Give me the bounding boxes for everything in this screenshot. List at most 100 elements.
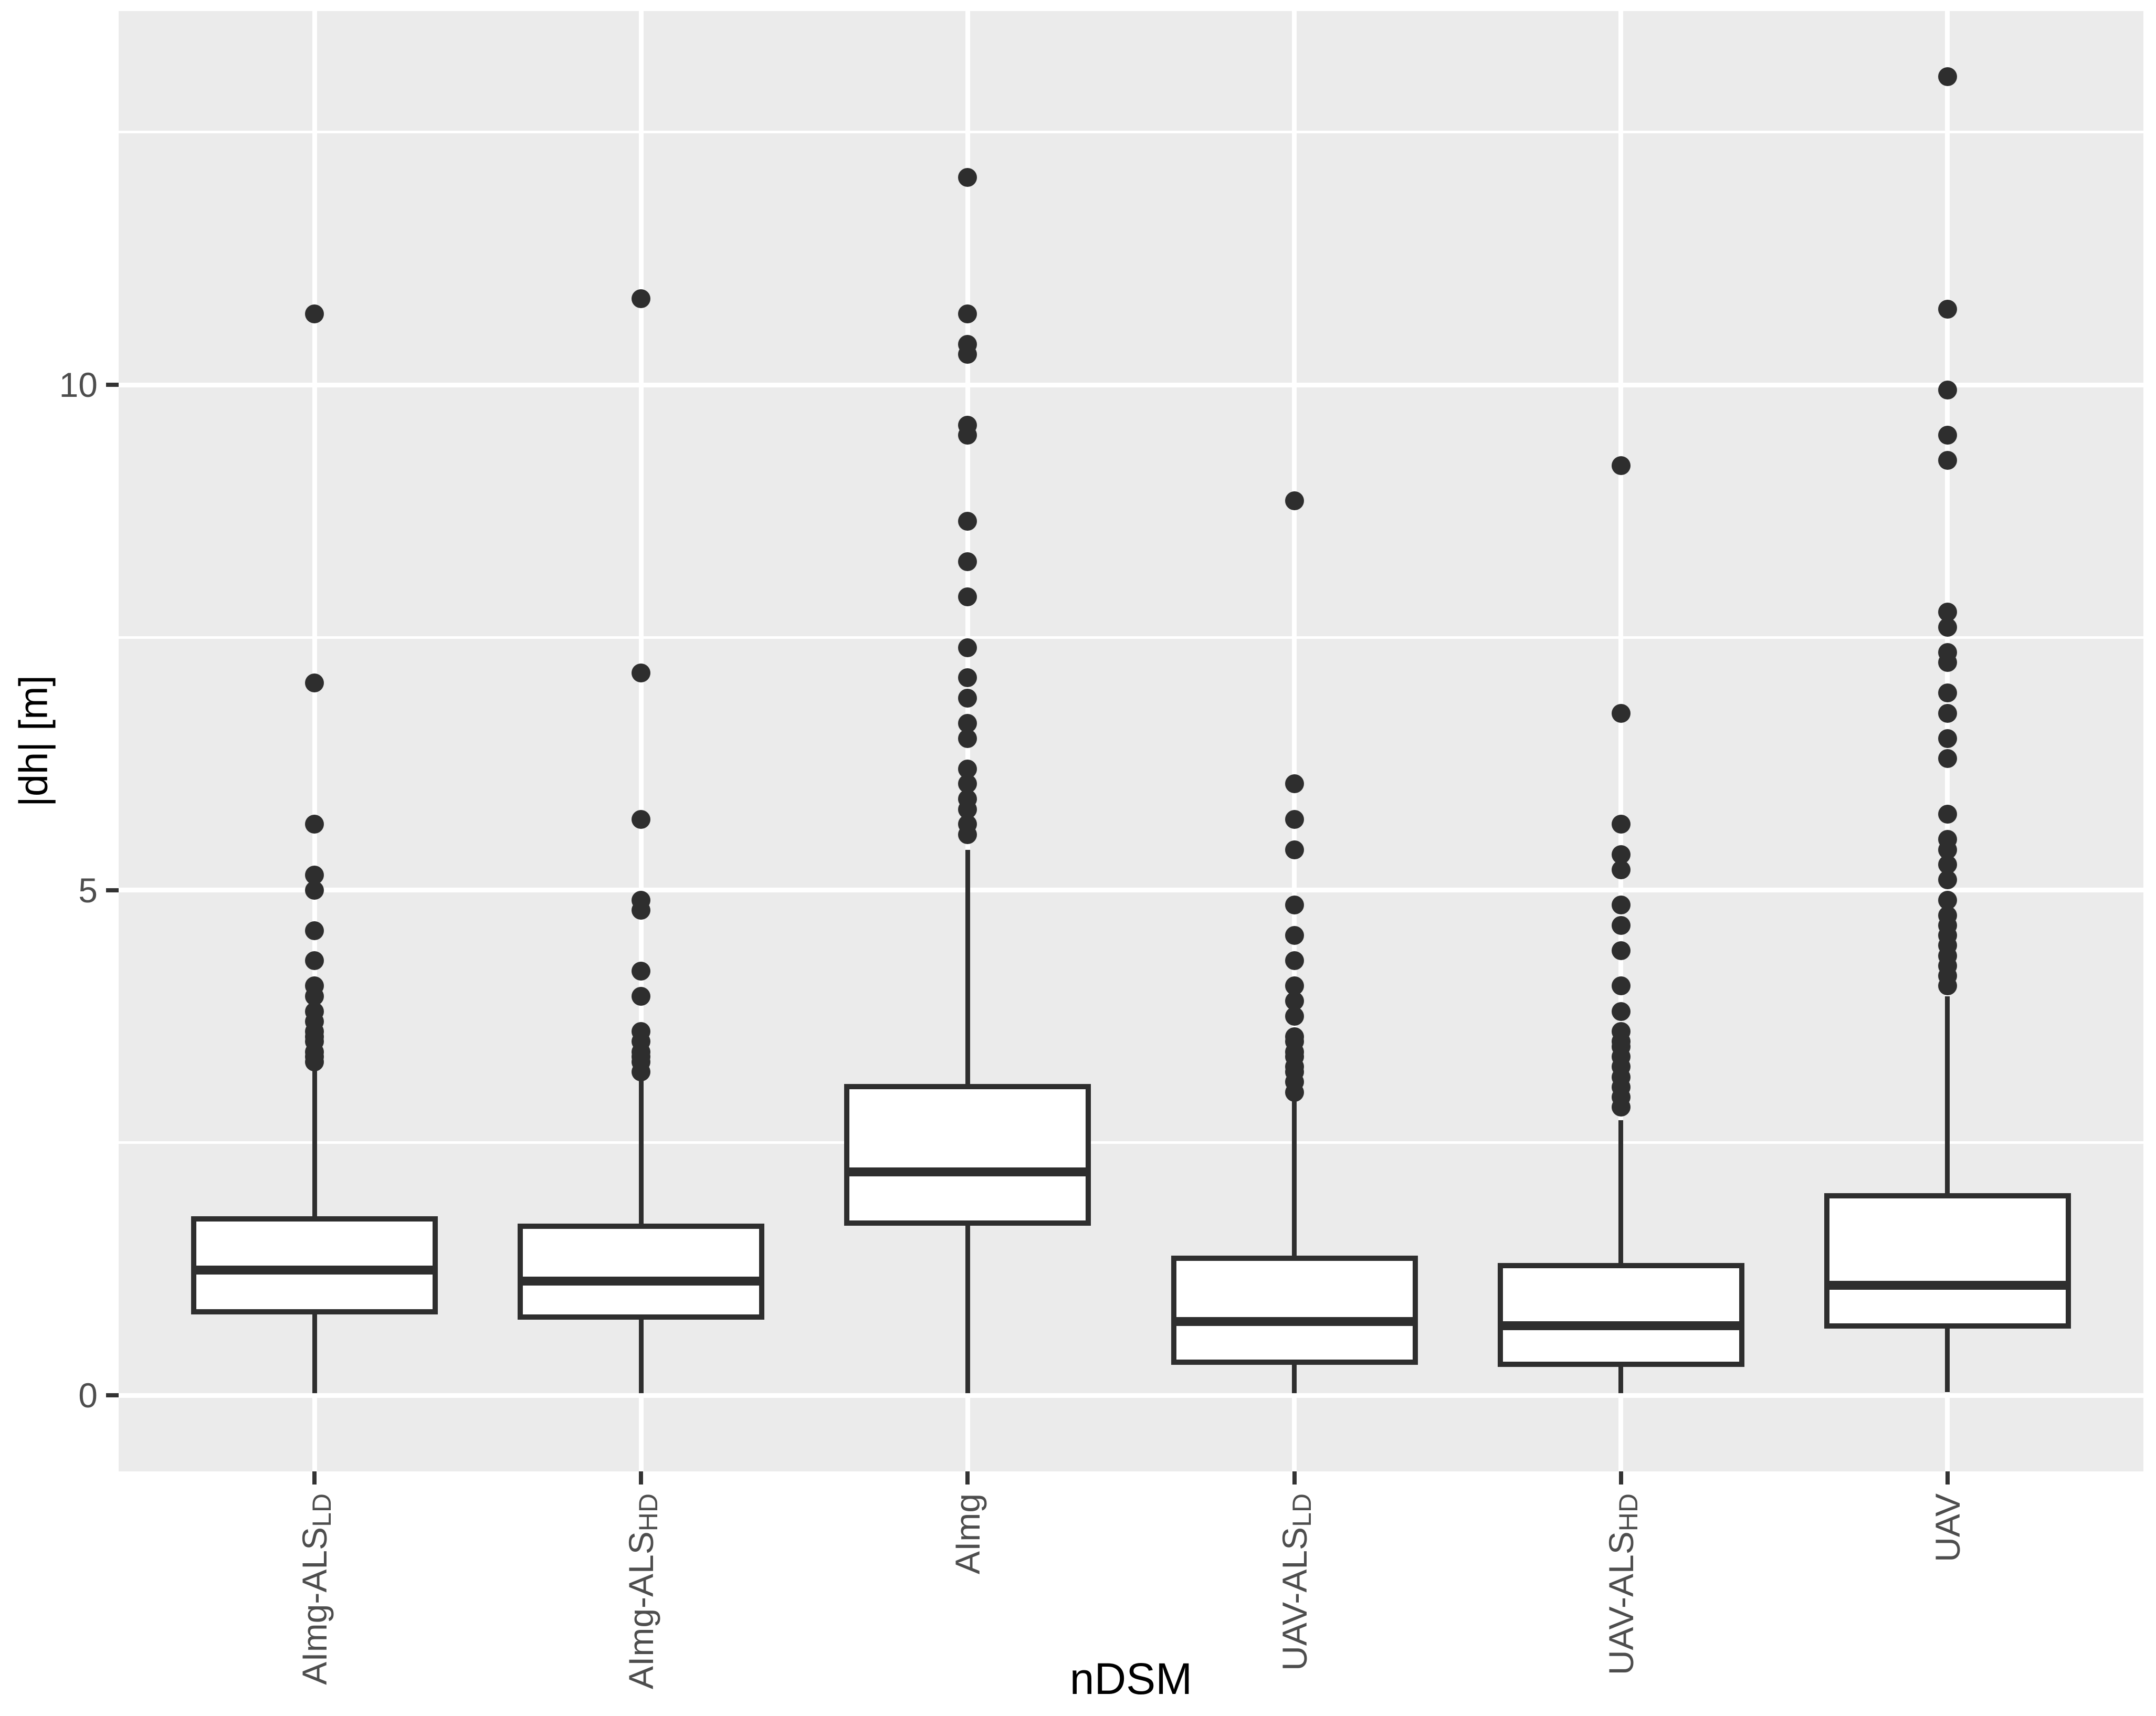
gridline-h-minor	[119, 1141, 2143, 1144]
x-category-label-text: UAV-ALS	[1275, 1526, 1314, 1671]
outlier-dot	[1938, 805, 1957, 824]
outlier-dot	[632, 289, 651, 309]
gridline-h-major	[119, 888, 2143, 892]
boxplot-median-line	[1497, 1321, 1744, 1330]
boxplot-median-line	[1824, 1280, 2071, 1290]
outlier-dot	[958, 168, 977, 187]
x-category-label-subscript: HD	[1613, 1493, 1643, 1532]
outlier-dot	[958, 426, 977, 445]
gridline-h-minor	[119, 131, 2143, 134]
boxplot-box	[1171, 1256, 1418, 1365]
gridline-v-major	[1292, 11, 1297, 1471]
outlier-dot	[305, 673, 324, 692]
boxplot-upper-whisker	[1292, 1100, 1297, 1256]
outlier-dot	[1611, 1098, 1631, 1117]
boxplot-lower-whisker	[312, 1314, 317, 1394]
outlier-dot	[1938, 749, 1957, 768]
outlier-dot	[958, 825, 977, 844]
boxplot-median-line	[518, 1276, 765, 1286]
outlier-dot	[305, 304, 324, 324]
x-category-label-subscript: HD	[634, 1493, 664, 1532]
boxplot-median-line	[191, 1265, 438, 1275]
outlier-dot	[1285, 840, 1304, 859]
outlier-dot	[1285, 951, 1304, 971]
gridline-v-major	[312, 11, 317, 1471]
boxplot-upper-whisker	[1618, 1120, 1624, 1263]
x-tick-mark	[1618, 1471, 1623, 1485]
outlier-dot	[958, 345, 977, 364]
gridline-h-major	[119, 382, 2143, 387]
x-category-label: AImg	[948, 1493, 987, 1574]
outlier-dot	[958, 688, 977, 708]
outlier-dot	[305, 880, 324, 900]
outlier-dot	[1285, 1082, 1304, 1102]
x-axis-title: nDSM	[1069, 1654, 1193, 1703]
y-tick-mark	[106, 383, 119, 387]
outlier-dot	[958, 304, 977, 324]
boxplot-box	[191, 1216, 438, 1314]
y-tick-label: 0	[78, 1376, 98, 1415]
gridline-v-major	[1618, 11, 1624, 1471]
x-tick-mark	[965, 1471, 970, 1485]
y-tick-mark	[106, 1393, 119, 1397]
outlier-dot	[632, 663, 651, 682]
outlier-dot	[1938, 67, 1957, 86]
boxplot-box	[844, 1084, 1091, 1226]
plot-panel	[119, 11, 2143, 1471]
outlier-dot	[305, 951, 324, 971]
outlier-dot	[632, 901, 651, 920]
x-tick-mark	[312, 1471, 317, 1485]
outlier-dot	[305, 815, 324, 834]
outlier-dot	[1611, 1002, 1631, 1021]
boxplot-lower-whisker	[1618, 1367, 1624, 1394]
outlier-dot	[1938, 426, 1957, 445]
outlier-dot	[1611, 703, 1631, 723]
outlier-dot	[958, 638, 977, 657]
y-tick-mark	[106, 888, 119, 892]
gridline-h-major	[119, 1393, 2143, 1398]
outlier-dot	[1285, 491, 1304, 511]
outlier-dot	[1285, 926, 1304, 945]
boxplot-lower-whisker	[965, 1225, 970, 1394]
x-category-label-subscript: LD	[307, 1493, 337, 1527]
outlier-dot	[1611, 456, 1631, 475]
outlier-dot	[305, 1052, 324, 1071]
boxplot-upper-whisker	[965, 849, 970, 1085]
outlier-dot	[1611, 860, 1631, 879]
boxplot-upper-whisker	[312, 1070, 317, 1217]
outlier-dot	[1611, 815, 1631, 834]
boxplot-box	[1824, 1193, 2071, 1329]
outlier-dot	[1611, 896, 1631, 915]
y-tick-label: 5	[78, 870, 98, 910]
boxplot-box	[1497, 1262, 1744, 1367]
outlier-dot	[632, 986, 651, 1006]
outlier-dot	[1611, 941, 1631, 960]
gridline-h-minor	[119, 636, 2143, 639]
outlier-dot	[1611, 915, 1631, 935]
x-category-label: UAV-ALSLD	[1275, 1493, 1319, 1671]
boxplot-box	[518, 1223, 765, 1320]
x-category-label: UAV	[1928, 1493, 1967, 1562]
y-axis-title: |dh| [m]	[11, 675, 56, 807]
x-category-label-subscript: LD	[1287, 1493, 1317, 1527]
outlier-dot	[958, 729, 977, 748]
outlier-dot	[1285, 809, 1304, 829]
outlier-dot	[1938, 683, 1957, 703]
gridline-v-major	[638, 11, 644, 1471]
outlier-dot	[632, 1062, 651, 1081]
outlier-dot	[958, 587, 977, 607]
outlier-dot	[958, 668, 977, 688]
outlier-dot	[1938, 729, 1957, 748]
outlier-dot	[305, 921, 324, 940]
x-category-label-text: UAV	[1928, 1493, 1967, 1562]
outlier-dot	[1938, 299, 1957, 319]
boxplot-lower-whisker	[1945, 1328, 1950, 1393]
outlier-dot	[958, 511, 977, 531]
boxplot-median-line	[1171, 1317, 1418, 1326]
outlier-dot	[1938, 976, 1957, 996]
outlier-dot	[1285, 1007, 1304, 1026]
boxplot-upper-whisker	[638, 1079, 644, 1224]
outlier-dot	[1938, 870, 1957, 890]
boxplot-upper-whisker	[1945, 996, 1950, 1193]
